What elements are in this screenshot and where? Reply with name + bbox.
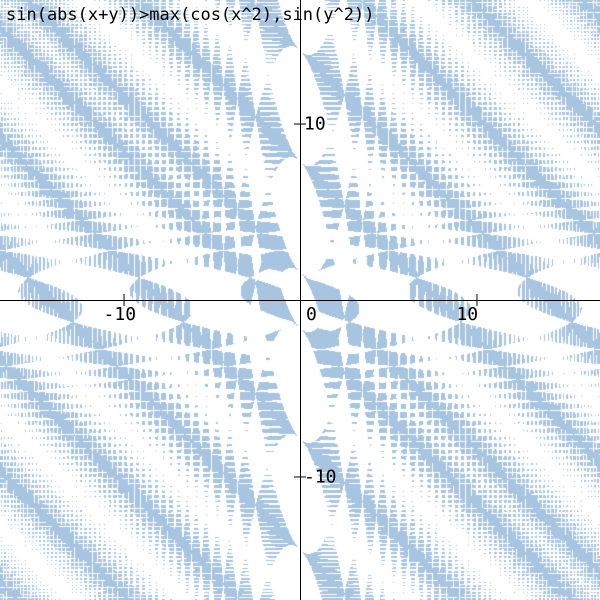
equation-label: sin(abs(x+y))>max(cos(x^2),sin(y^2)) [6, 5, 374, 25]
x-tick-label: -10 [104, 304, 137, 325]
x-tick-label: 0 [306, 304, 317, 325]
y-tick-label: 10 [304, 114, 326, 135]
y-tick-label: -10 [304, 466, 337, 487]
x-tick-label: 10 [456, 304, 478, 325]
